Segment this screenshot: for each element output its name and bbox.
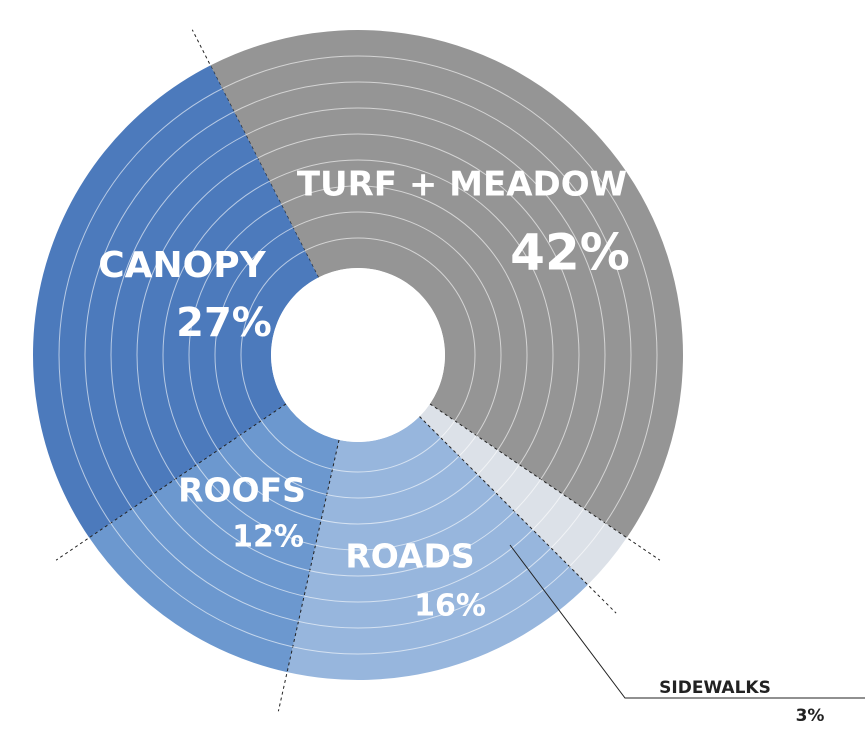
segment <box>89 403 340 673</box>
value-label: 16% <box>414 589 486 624</box>
hole <box>271 268 445 442</box>
leader <box>509 544 865 699</box>
divider <box>277 439 340 712</box>
ring <box>136 133 580 577</box>
divider <box>191 29 319 278</box>
labels: TURF + MEADOW 42% SIDEWALKS 3% ROADS 16% ROOFS… <box>98 165 865 726</box>
ring <box>214 211 502 499</box>
ring <box>240 237 476 473</box>
segment <box>210 29 684 538</box>
ring <box>84 81 632 629</box>
divider <box>429 403 661 561</box>
category-label: CANOPY <box>98 245 266 286</box>
value-label: 12% <box>232 520 304 555</box>
segment <box>33 65 319 538</box>
segment <box>419 403 627 585</box>
value-label: 42% <box>510 224 630 282</box>
value-label: 27% <box>176 300 272 346</box>
ring <box>58 55 658 655</box>
category-label: ROADS <box>345 537 474 576</box>
rings <box>58 55 658 655</box>
divider <box>419 416 617 614</box>
ring <box>162 159 554 551</box>
category-label: SIDEWALKS <box>659 678 771 698</box>
category-label: TURF + MEADOW <box>297 165 627 205</box>
divider <box>55 403 287 561</box>
ring <box>110 107 606 603</box>
value-label: 3% <box>796 706 825 726</box>
category-label: ROOFS <box>178 471 306 510</box>
ring <box>188 185 528 525</box>
segments <box>33 29 684 712</box>
segment <box>287 416 588 680</box>
